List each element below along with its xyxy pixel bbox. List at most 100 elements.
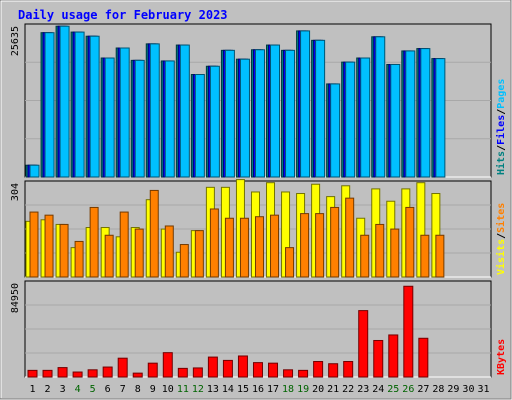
panel-side-legend: Visits/Sites (495, 203, 507, 275)
bar-pages-day-25 (390, 63, 401, 178)
bar-kbytes-day-27 (418, 337, 429, 378)
bar-kbytes-day-5 (87, 369, 98, 378)
bar-sites-day-20 (315, 213, 325, 278)
x-tick-label: 29 (447, 384, 459, 395)
bar-kbytes-day-8 (132, 372, 143, 378)
x-tick-label: 5 (90, 384, 96, 395)
legend-label: / (496, 145, 507, 151)
bar-sites-day-18 (285, 247, 295, 278)
x-tick-label: 18 (282, 384, 294, 395)
x-tick-label: 21 (327, 384, 339, 395)
bar-sites-day-7 (119, 211, 129, 278)
bar-kbytes-day-2 (42, 369, 53, 378)
bar-pages-day-26 (405, 50, 416, 178)
bar-kbytes-day-9 (147, 362, 158, 378)
bar-pages-day-8 (134, 59, 145, 178)
panel-max-label: 84950 (10, 283, 21, 313)
bar-sites-day-21 (330, 206, 340, 278)
bar-sites-day-13 (209, 208, 219, 278)
x-tick-label: 26 (402, 384, 414, 395)
bar-pages-day-15 (239, 58, 250, 178)
bar-kbytes-day-7 (117, 357, 128, 378)
x-tick-label: 14 (222, 384, 234, 395)
x-tick-label: 28 (432, 384, 444, 395)
bar-sites-day-11 (179, 244, 189, 278)
x-tick-label: 30 (462, 384, 474, 395)
chart-title: Daily usage for February 2023 (18, 8, 228, 22)
x-tick-label: 23 (357, 384, 369, 395)
legend-label: Hits (495, 151, 507, 175)
x-tick-label: 20 (312, 384, 324, 395)
bar-kbytes-day-18 (283, 369, 294, 378)
bar-sites-day-10 (164, 225, 174, 278)
bar-pages-day-20 (315, 39, 326, 178)
bar-pages-day-19 (300, 30, 311, 178)
legend-label: Visits (495, 239, 507, 275)
panel-max-label: 25635 (10, 26, 21, 56)
bar-kbytes-day-26 (403, 285, 414, 378)
bar-sites-day-2 (44, 214, 54, 278)
legend-label: / (496, 109, 507, 115)
bar-sites-day-22 (345, 197, 355, 278)
bar-sites-day-5 (89, 206, 99, 278)
x-tick-label: 2 (45, 384, 51, 395)
bar-sites-day-16 (254, 216, 264, 278)
x-tick-label: 1 (30, 384, 36, 395)
bar-pages-day-23 (360, 57, 371, 178)
bar-kbytes-day-23 (358, 310, 369, 378)
x-tick-label: 3 (60, 384, 66, 395)
bar-kbytes-day-16 (252, 362, 263, 378)
bar-sites-day-24 (375, 223, 385, 278)
bar-pages-day-6 (104, 57, 115, 178)
bar-pages-day-9 (149, 43, 160, 178)
legend-label: Sites (495, 203, 507, 233)
bar-pages-day-13 (209, 65, 220, 178)
legend-label: Pages (496, 79, 507, 109)
panel-max-label: 304 (10, 183, 21, 201)
bar-kbytes-day-25 (388, 334, 399, 378)
x-tick-label: 6 (105, 384, 111, 395)
bar-kbytes-day-6 (102, 366, 113, 378)
bar-kbytes-day-17 (268, 362, 279, 378)
bar-pages-day-2 (44, 32, 55, 178)
x-tick-label: 25 (387, 384, 399, 395)
bar-pages-day-7 (119, 47, 130, 178)
x-tick-label: 10 (162, 384, 174, 395)
bar-kbytes-day-3 (57, 367, 68, 378)
bar-pages-day-27 (420, 48, 431, 178)
panel-kbytes: 84950 KBytes (10, 280, 507, 378)
panel-visits_sites: 304 Visits/Sites (10, 179, 507, 278)
bar-kbytes-day-20 (313, 361, 324, 378)
bar-sites-day-27 (420, 234, 430, 278)
x-tick-label: 31 (477, 384, 489, 395)
bar-sites-day-9 (149, 189, 159, 278)
x-tick-label: 19 (297, 384, 309, 395)
bar-pages-day-12 (194, 74, 205, 178)
x-tick-label: 11 (177, 384, 189, 395)
x-tick-label: 12 (192, 384, 204, 395)
x-tick-label: 4 (75, 384, 81, 395)
panel-side-legend: Hits/Files/Pages (495, 79, 507, 175)
bar-pages-day-18 (285, 49, 296, 178)
bar-sites-day-23 (360, 234, 370, 278)
bar-kbytes-day-10 (162, 352, 173, 378)
bar-kbytes-day-11 (177, 367, 188, 378)
panel-side-legend: KBytes (496, 339, 507, 375)
x-tick-label: 16 (252, 384, 264, 395)
bar-pages-day-1 (29, 164, 40, 178)
bar-pages-day-14 (224, 49, 235, 178)
bar-sites-day-28 (435, 234, 445, 278)
legend-label: / (496, 233, 507, 239)
legend-label: KBytes (496, 339, 507, 375)
bar-sites-day-19 (300, 213, 310, 278)
x-tick-label: 7 (120, 384, 126, 395)
bar-pages-day-4 (74, 31, 85, 178)
bar-sites-day-1 (29, 211, 39, 278)
bar-pages-day-5 (89, 35, 100, 178)
bar-kbytes-day-24 (373, 339, 384, 378)
bar-pages-day-28 (435, 58, 446, 178)
bar-kbytes-day-13 (207, 356, 218, 378)
x-tick-label: 24 (372, 384, 384, 395)
bar-pages-day-22 (345, 61, 356, 178)
